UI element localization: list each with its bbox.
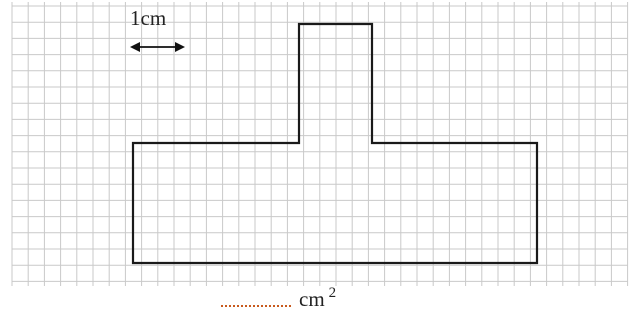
scale-arrow bbox=[130, 42, 185, 52]
answer-row: cm 2 bbox=[221, 285, 337, 312]
answer-blank[interactable] bbox=[221, 305, 291, 307]
answer-unit: cm bbox=[299, 287, 325, 311]
answer-exponent: 2 bbox=[328, 285, 337, 301]
scale-label: 1cm bbox=[130, 6, 167, 30]
scale-arrow-right-head-icon bbox=[175, 42, 185, 52]
scale-arrow-left-head-icon bbox=[130, 42, 140, 52]
composite-shape bbox=[131, 22, 539, 265]
